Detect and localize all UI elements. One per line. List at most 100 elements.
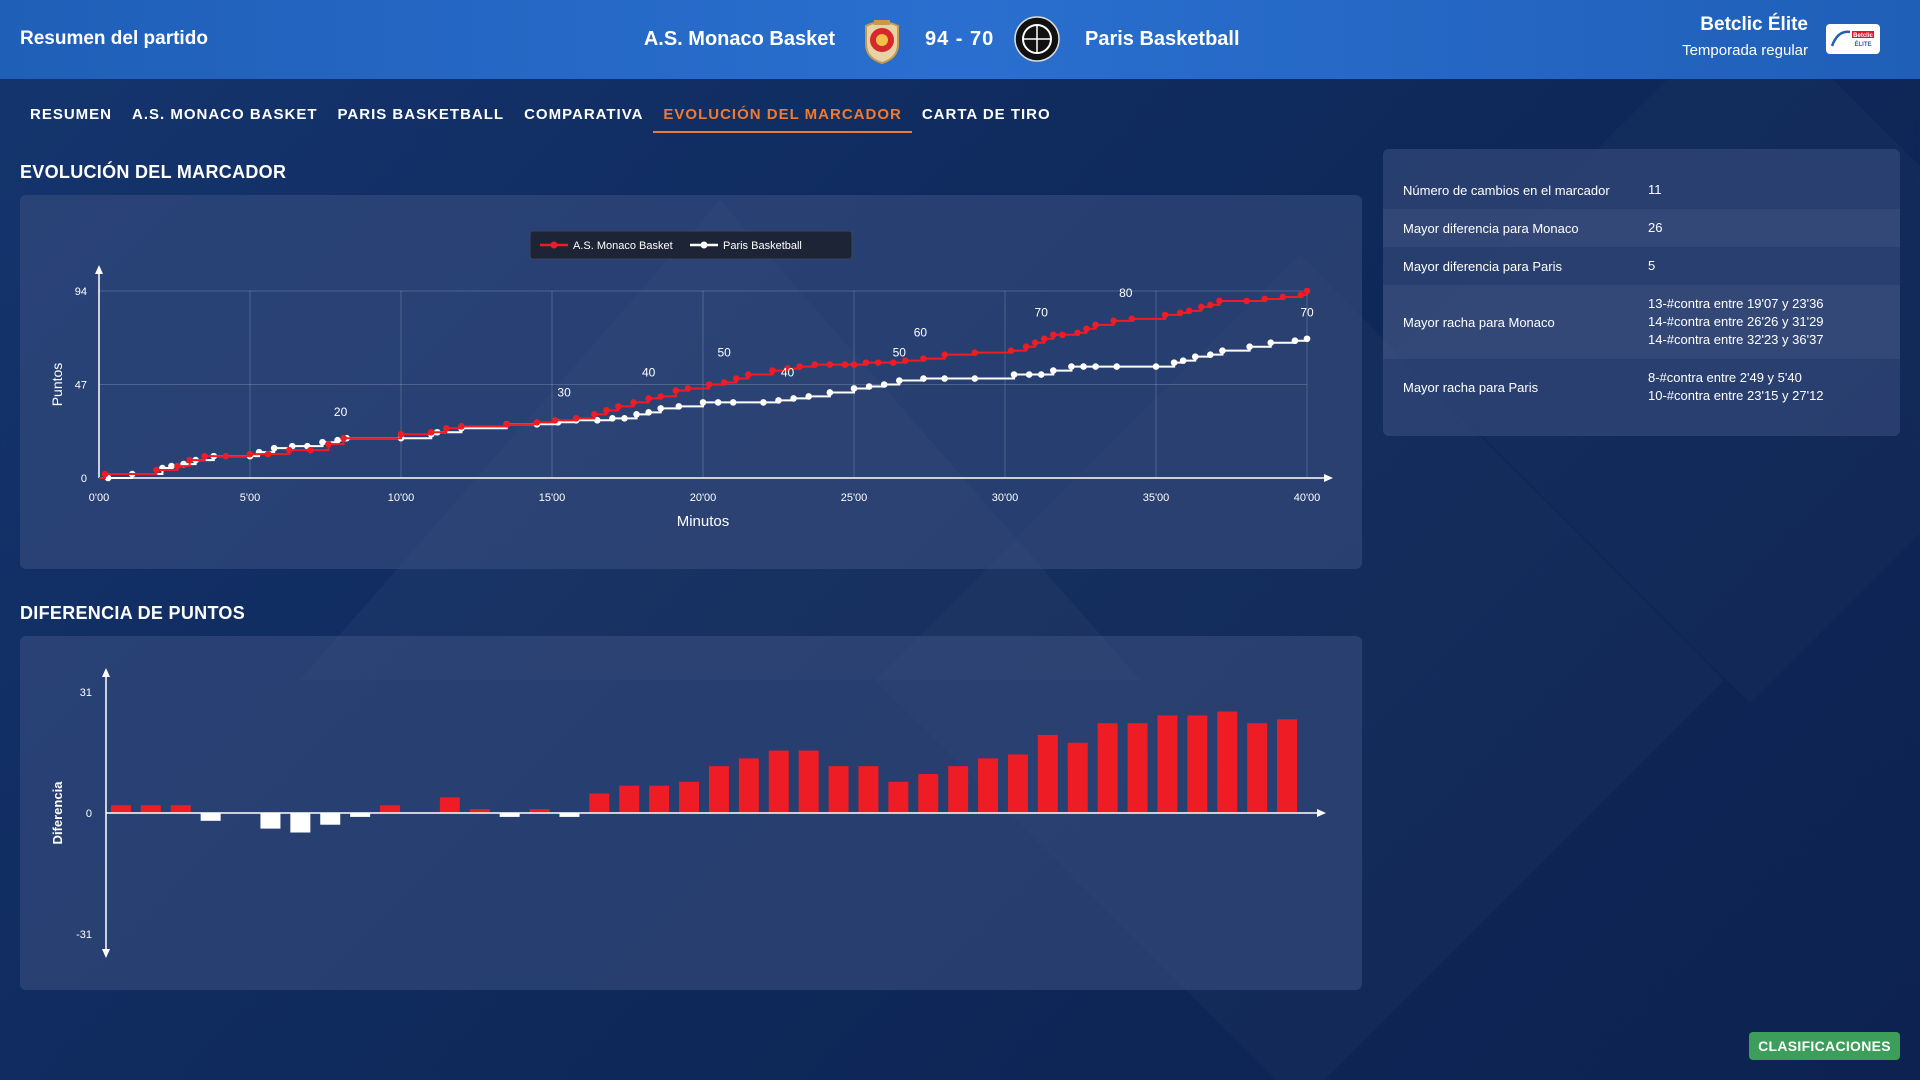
difference-bar[interactable] <box>619 785 640 813</box>
data-point[interactable] <box>1068 363 1075 370</box>
difference-bar[interactable] <box>170 805 191 813</box>
difference-bar[interactable] <box>320 813 341 825</box>
data-point[interactable] <box>153 466 160 474</box>
data-point[interactable] <box>1037 371 1045 378</box>
difference-bar[interactable] <box>918 773 939 813</box>
data-point[interactable] <box>880 381 888 388</box>
data-point[interactable] <box>902 357 909 364</box>
difference-bar[interactable] <box>380 805 401 813</box>
monaco-logo-icon[interactable] <box>860 16 904 64</box>
data-point[interactable] <box>1059 331 1066 339</box>
difference-bar[interactable] <box>290 813 311 833</box>
difference-bar[interactable] <box>589 793 610 813</box>
difference-bar[interactable] <box>1067 742 1088 813</box>
data-point[interactable] <box>1176 309 1184 317</box>
difference-bar[interactable] <box>499 813 520 817</box>
data-point[interactable] <box>594 417 601 424</box>
data-point[interactable] <box>805 393 812 400</box>
difference-bar[interactable] <box>858 766 879 813</box>
difference-bar[interactable] <box>679 781 700 813</box>
data-point[interactable] <box>1050 367 1057 374</box>
data-point[interactable] <box>865 383 873 390</box>
data-point[interactable] <box>745 371 752 378</box>
data-point[interactable] <box>1267 339 1275 347</box>
difference-bar[interactable] <box>948 766 969 813</box>
data-point[interactable] <box>319 438 326 446</box>
data-point[interactable] <box>1243 297 1250 305</box>
data-point[interactable] <box>186 456 193 464</box>
tab-evolución-del-marcador[interactable]: EVOLUCIÓN DEL MARCADOR <box>653 100 912 133</box>
data-point[interactable] <box>264 450 272 458</box>
difference-bar[interactable] <box>1187 715 1208 813</box>
data-point[interactable] <box>443 424 450 432</box>
data-point[interactable] <box>1092 321 1099 329</box>
data-point[interactable] <box>1297 291 1305 299</box>
data-point[interactable] <box>1010 371 1018 378</box>
data-point[interactable] <box>1303 287 1311 295</box>
data-point[interactable] <box>896 377 903 384</box>
data-point[interactable] <box>572 415 580 422</box>
data-point[interactable] <box>1074 329 1081 337</box>
home-team-name[interactable]: A.S. Monaco Basket <box>643 28 835 50</box>
data-point[interactable] <box>1092 363 1099 370</box>
difference-bar[interactable] <box>828 766 849 813</box>
difference-bar[interactable] <box>978 758 999 813</box>
data-point[interactable] <box>889 359 897 366</box>
difference-bar[interactable] <box>1277 719 1298 813</box>
difference-bar[interactable] <box>768 750 789 813</box>
data-point[interactable] <box>633 411 640 418</box>
difference-bar[interactable] <box>1037 734 1058 813</box>
difference-bar[interactable] <box>469 809 490 813</box>
tab-carta-de-tiro[interactable]: CARTA DE TIRO <box>921 106 1051 123</box>
data-point[interactable] <box>1007 347 1015 354</box>
data-point[interactable] <box>397 430 405 438</box>
data-point[interactable] <box>1110 317 1118 325</box>
data-point[interactable] <box>630 399 637 406</box>
difference-bar[interactable] <box>798 750 819 813</box>
data-point[interactable] <box>850 361 858 368</box>
tab-comparativa[interactable]: COMPARATIVA <box>524 106 644 123</box>
data-point[interactable] <box>1185 307 1193 315</box>
legend-label[interactable]: A.S. Monaco Basket <box>573 240 673 252</box>
data-point[interactable] <box>1291 337 1299 345</box>
data-point[interactable] <box>874 359 882 366</box>
data-point[interactable] <box>699 399 707 406</box>
data-point[interactable] <box>270 444 278 452</box>
difference-bar[interactable] <box>708 766 729 813</box>
data-point[interactable] <box>1040 335 1048 343</box>
data-point[interactable] <box>826 389 834 396</box>
data-point[interactable] <box>657 393 665 400</box>
data-point[interactable] <box>675 403 683 410</box>
data-point[interactable] <box>1261 295 1269 303</box>
data-point[interactable] <box>790 395 797 402</box>
difference-bar[interactable] <box>1127 723 1148 813</box>
difference-bar[interactable] <box>1217 711 1238 813</box>
legend-label[interactable]: Paris Basketball <box>723 240 802 252</box>
data-point[interactable] <box>657 405 665 412</box>
data-point[interactable] <box>621 415 628 422</box>
data-point[interactable] <box>101 470 109 478</box>
data-point[interactable] <box>1083 325 1090 333</box>
data-point[interactable] <box>769 367 776 374</box>
difference-bar[interactable] <box>559 813 580 817</box>
data-point[interactable] <box>1198 303 1205 311</box>
difference-bar[interactable] <box>1157 715 1178 813</box>
data-point[interactable] <box>1050 331 1057 339</box>
data-point[interactable] <box>551 417 559 424</box>
data-point[interactable] <box>850 385 858 392</box>
data-point[interactable] <box>1022 343 1030 351</box>
data-point[interactable] <box>334 436 341 444</box>
data-point[interactable] <box>222 452 230 460</box>
difference-bar[interactable] <box>1097 723 1118 813</box>
difference-bar[interactable] <box>439 797 460 813</box>
difference-bar[interactable] <box>1007 754 1028 813</box>
difference-bar[interactable] <box>350 813 371 817</box>
data-point[interactable] <box>684 385 692 392</box>
data-point[interactable] <box>811 361 819 368</box>
data-point[interactable] <box>603 407 610 414</box>
difference-bar[interactable] <box>888 781 909 813</box>
difference-bar[interactable] <box>260 813 281 829</box>
data-point[interactable] <box>862 359 870 366</box>
tab-paris-basketball[interactable]: PARIS BASKETBALL <box>337 106 505 123</box>
data-point[interactable] <box>609 415 616 422</box>
